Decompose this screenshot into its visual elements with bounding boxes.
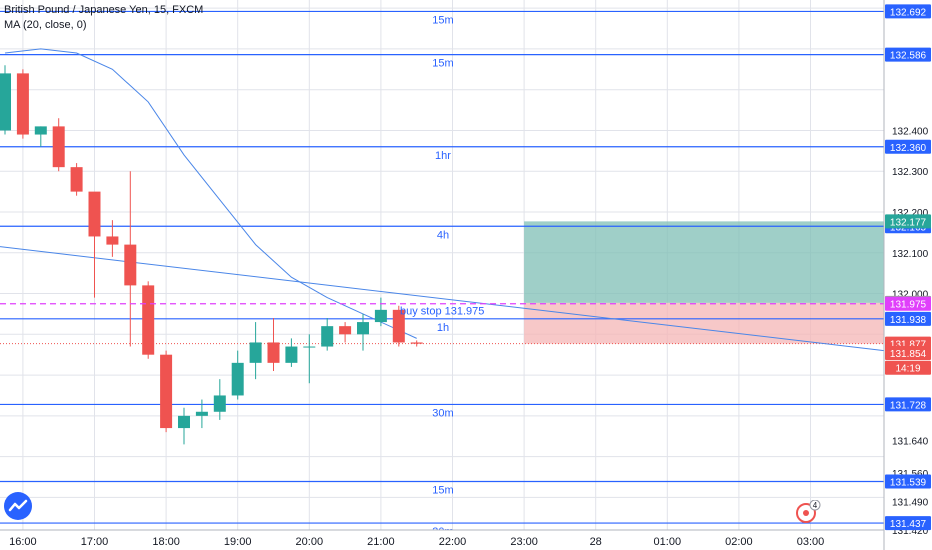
candle-body bbox=[357, 322, 369, 335]
buy-stop-order[interactable]: buy stop 131.975 bbox=[0, 303, 884, 318]
horizontal-levels[interactable]: 15m15m1hr4h1h30m15m30m bbox=[0, 10, 884, 538]
candle-body bbox=[303, 346, 316, 348]
price-tag-label: 131.854 bbox=[890, 349, 927, 360]
candle-body bbox=[374, 309, 387, 323]
alert-clock-icon[interactable]: 4 bbox=[795, 500, 821, 526]
price-tag-label: 131.437 bbox=[890, 519, 927, 530]
price-tick-label: 132.000 bbox=[892, 290, 929, 301]
price-tag-label: 131.539 bbox=[890, 477, 927, 488]
chart-legend: British Pound / Japanese Yen, 15, FXCM M… bbox=[4, 3, 203, 33]
candle-body bbox=[16, 73, 29, 135]
buy-stop-label: buy stop 131.975 bbox=[400, 306, 484, 318]
candle-body bbox=[34, 126, 47, 135]
candle-body bbox=[213, 395, 226, 412]
grid bbox=[0, 0, 884, 530]
time-tick-label: 03:00 bbox=[797, 536, 825, 548]
price-tag-bg bbox=[885, 360, 931, 375]
ma-line bbox=[4, 48, 417, 339]
price-tag-bg bbox=[885, 47, 931, 62]
time-tick-label: 28 bbox=[590, 536, 602, 548]
price-tick-label: 132.100 bbox=[892, 249, 929, 260]
price-tag-label: 131.938 bbox=[890, 315, 927, 326]
price-axis-bg bbox=[884, 0, 932, 550]
candle-body bbox=[231, 362, 244, 396]
time-tick-label: 02:00 bbox=[725, 536, 753, 548]
symbol-title: British Pound / Japanese Yen, 15, FXCM bbox=[4, 4, 204, 16]
price-tag-bg bbox=[885, 214, 931, 229]
level-label: 1hr bbox=[435, 150, 451, 162]
level-label: 15m bbox=[432, 14, 453, 26]
time-tick-label: 17:00 bbox=[81, 536, 109, 548]
indicator-label: MA (20, close, 0) bbox=[4, 19, 87, 31]
candle-body bbox=[106, 236, 119, 245]
position-tool[interactable] bbox=[0, 221, 884, 345]
price-tick-label: 131.640 bbox=[892, 436, 929, 447]
price-tag-label: 132.586 bbox=[890, 51, 927, 62]
price-tag-bg bbox=[885, 296, 931, 311]
candle-body bbox=[52, 126, 65, 168]
level-label: 15m bbox=[432, 484, 453, 496]
time-tick-label: 23:00 bbox=[510, 536, 538, 548]
price-tag-label: 14:19 bbox=[895, 364, 920, 375]
candle-body bbox=[88, 191, 101, 237]
price-tag-bg bbox=[885, 4, 931, 19]
candle-body bbox=[70, 167, 83, 192]
candles bbox=[0, 65, 423, 445]
candle-body bbox=[339, 326, 352, 335]
time-tick-label: 16:00 bbox=[9, 536, 37, 548]
candle-body bbox=[392, 309, 405, 343]
level-label: 1h bbox=[437, 322, 449, 334]
price-tick-label: 132.200 bbox=[892, 208, 929, 219]
time-tick-label: 19:00 bbox=[224, 536, 252, 548]
level-label: 4h bbox=[437, 229, 449, 241]
price-tags: 132.692132.586132.360132.165131.938131.7… bbox=[885, 4, 931, 531]
price-tag-label: 132.692 bbox=[890, 7, 927, 18]
candle-body bbox=[124, 244, 137, 286]
price-tag-bg bbox=[885, 516, 931, 531]
trendline-line[interactable] bbox=[0, 246, 885, 352]
candle-body bbox=[0, 73, 11, 131]
price-tag-label: 131.877 bbox=[890, 340, 927, 351]
price-tag-label: 131.728 bbox=[890, 400, 927, 411]
price-tick-label: 131.490 bbox=[892, 497, 929, 508]
svg-text:4: 4 bbox=[813, 501, 818, 510]
price-tag-label: 131.975 bbox=[890, 300, 927, 311]
moving-average bbox=[4, 48, 417, 339]
candle-body bbox=[142, 285, 155, 355]
price-tag-label: 132.360 bbox=[890, 143, 927, 154]
time-tick-label: 18:00 bbox=[152, 536, 180, 548]
price-tag-label: 132.177 bbox=[890, 217, 927, 228]
price-tick-label: 132.300 bbox=[892, 167, 929, 178]
price-tag-bg bbox=[885, 397, 931, 412]
level-label: 15m bbox=[432, 58, 453, 70]
candle-body bbox=[285, 346, 298, 363]
candle-body bbox=[267, 342, 280, 363]
price-tick-label: 131.560 bbox=[892, 469, 929, 480]
trendline[interactable] bbox=[0, 246, 885, 352]
target-zone[interactable] bbox=[524, 221, 884, 303]
time-axis-bg bbox=[0, 530, 932, 550]
time-tick-label: 22:00 bbox=[439, 536, 467, 548]
price-tick-label: 131.420 bbox=[892, 526, 929, 537]
time-tick-label: 01:00 bbox=[654, 536, 682, 548]
price-tag-bg bbox=[885, 311, 931, 326]
candle-body bbox=[321, 326, 334, 347]
price-tag-bg bbox=[885, 474, 931, 489]
stop-zone[interactable] bbox=[524, 302, 884, 344]
price-tag-bg bbox=[885, 346, 931, 361]
candle-body bbox=[178, 415, 190, 429]
price-tag-bg bbox=[885, 139, 931, 154]
candle-body bbox=[160, 354, 173, 429]
candle-body bbox=[195, 411, 208, 416]
candle-body bbox=[249, 342, 262, 363]
price-tick-label: 132.400 bbox=[892, 126, 929, 137]
tradingview-logo-icon[interactable] bbox=[4, 492, 32, 520]
level-label: 30m bbox=[432, 407, 453, 419]
time-tick-label: 20:00 bbox=[296, 536, 324, 548]
candle-body bbox=[410, 342, 423, 344]
time-tick-label: 21:00 bbox=[367, 536, 395, 548]
